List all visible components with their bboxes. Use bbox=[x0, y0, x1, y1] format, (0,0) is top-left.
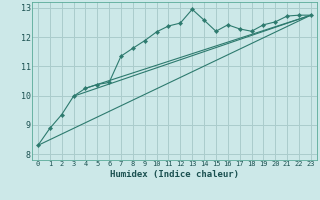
X-axis label: Humidex (Indice chaleur): Humidex (Indice chaleur) bbox=[110, 170, 239, 179]
